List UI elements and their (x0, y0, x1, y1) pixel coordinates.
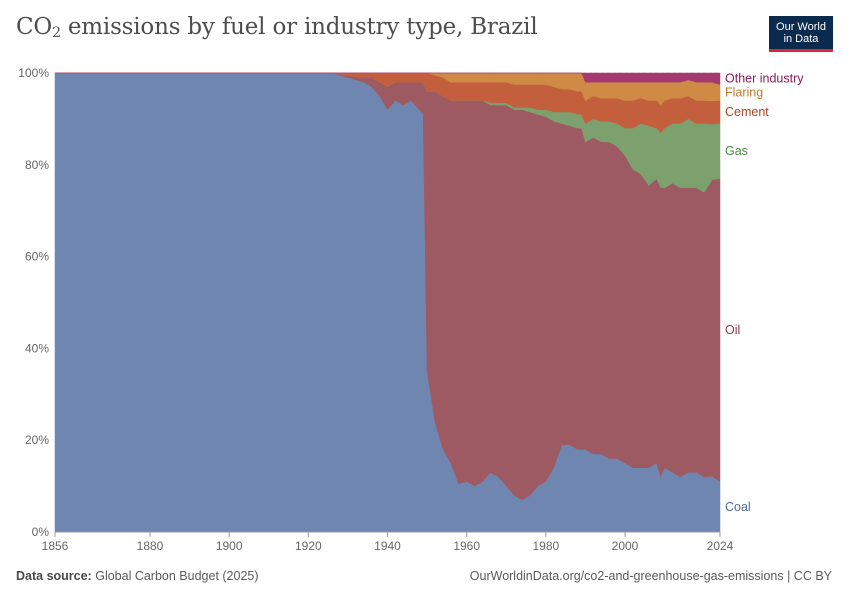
x-tick-label: 2000 (612, 539, 639, 553)
logo-line-1: Our World (776, 21, 826, 33)
y-axis-ticks: 0% 20% 40% 60% 80% 100% (18, 66, 49, 539)
y-tick-label: 0% (32, 525, 50, 539)
y-tick-label: 100% (18, 66, 49, 80)
y-tick-label: 80% (25, 158, 49, 172)
source-link[interactable]: OurWorldinData.org/co2-and-greenhouse-ga… (469, 569, 832, 583)
x-tick-label: 1880 (137, 539, 164, 553)
logo-line-2: in Data (783, 33, 819, 45)
series-label-gas: Gas (725, 144, 748, 158)
series-label-flaring: Flaring (725, 86, 763, 100)
y-tick-label: 60% (25, 250, 49, 264)
y-tick-label: 40% (25, 341, 49, 355)
chart-areas (54, 72, 721, 533)
area-other-industry (55, 72, 721, 85)
chart-title: CO2 emissions by fuel or industry type, … (16, 14, 538, 41)
x-tick-label: 2024 (707, 539, 734, 553)
x-tick-label: 1900 (216, 539, 243, 553)
x-tick-label: 1920 (295, 539, 322, 553)
x-tick-label: 1856 (42, 539, 69, 553)
x-tick-label: 1960 (453, 539, 480, 553)
series-label-cement: Cement (725, 105, 769, 119)
x-axis-ticks: 1856 1880 1900 1920 1940 1960 1980 2000 2024 (42, 531, 734, 553)
series-label-coal: Coal (725, 500, 751, 514)
data-source: Data source: Global Carbon Budget (2025) (16, 569, 259, 583)
y-tick-label: 20% (25, 433, 49, 447)
series-label-other-industry: Other industry (725, 72, 804, 86)
x-tick-label: 1980 (532, 539, 559, 553)
series-label-oil: Oil (725, 323, 740, 337)
owid-logo[interactable]: Our World in Data (769, 16, 833, 52)
x-tick-label: 1940 (374, 539, 401, 553)
